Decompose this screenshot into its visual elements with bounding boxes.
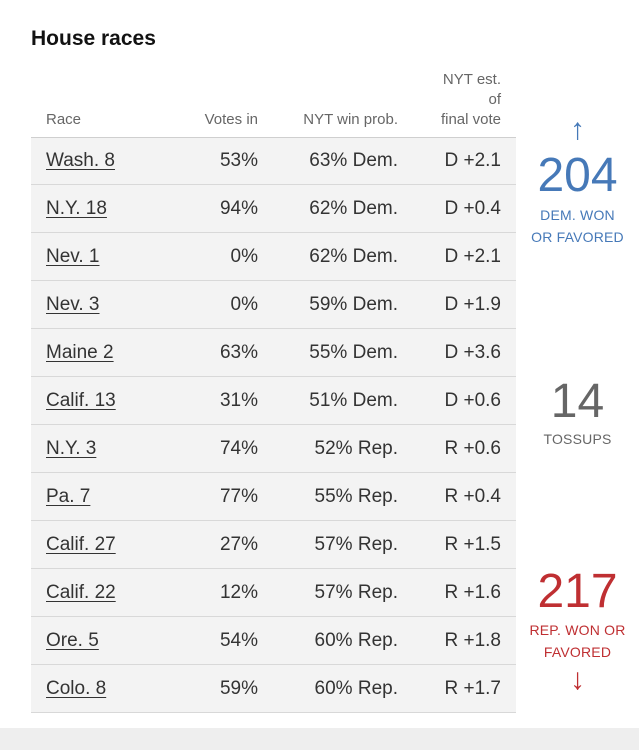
rep-count: 217 [537,565,618,618]
win-prob-cell: 62% Dem. [309,197,398,219]
table-row: Nev. 3 0% 59% Dem. D +1.9 [31,280,516,329]
win-prob-cell: 55% Rep. [314,485,398,507]
est-final-vote-cell: D +1.9 [444,293,501,315]
table-row: Colo. 8 59% 60% Rep. R +1.7 [31,664,516,713]
down-arrow-icon: ↓ [570,663,585,696]
tossups-count: 14 [550,375,605,428]
win-prob-cell: 60% Rep. [314,629,398,651]
race-link[interactable]: Nev. 1 [46,245,100,267]
table-header-row: Race Votes in NYT win prob. NYT est. of … [31,70,516,138]
section-title: House races [31,27,156,50]
race-cell: Calif. 27 [31,521,181,569]
table-row: Calif. 22 12% 57% Rep. R +1.6 [31,568,516,617]
est-final-vote-cell: D +0.6 [444,389,501,411]
votes-in-cell: 74% [219,437,258,459]
race-link[interactable]: Calif. 27 [46,533,116,555]
race-link[interactable]: Calif. 22 [46,581,116,603]
dem-label-line1: DEM. WON [540,207,615,223]
rep-label-line2: FAVORED [543,644,612,660]
race-cell: Calif. 22 [31,569,181,617]
column-header-est-line1: NYT est. of [442,71,501,108]
up-arrow-icon: ↑ [570,113,585,146]
table-row: Calif. 13 31% 51% Dem. D +0.6 [31,376,516,425]
house-races-table: Race Votes in NYT win prob. NYT est. of … [31,70,516,713]
race-link[interactable]: Colo. 8 [46,677,107,699]
table-row: Nev. 1 0% 62% Dem. D +2.1 [31,232,516,281]
votes-in-cell: 94% [219,197,258,219]
votes-in-cell: 53% [219,150,258,171]
votes-in-cell: 63% [219,341,258,363]
race-cell: Pa. 7 [31,473,181,521]
win-prob-cell: 57% Rep. [314,533,398,555]
votes-in-cell: 0% [230,245,258,267]
est-final-vote-cell: R +1.8 [444,629,501,651]
votes-in-cell: 54% [219,629,258,651]
race-cell: N.Y. 18 [31,185,181,233]
column-header-votes-in: Votes in [204,111,258,128]
table-row: Maine 2 63% 55% Dem. D +3.6 [31,328,516,377]
est-final-vote-cell: R +0.6 [444,437,501,459]
table-row: Wash. 8 53% 63% Dem. D +2.1 [31,137,516,185]
race-link[interactable]: Nev. 3 [46,293,100,315]
win-prob-cell: 51% Dem. [309,389,398,411]
race-cell: N.Y. 3 [31,425,181,473]
votes-in-cell: 12% [219,581,258,603]
est-final-vote-cell: R +1.6 [444,581,501,603]
column-header-win-prob: NYT win prob. [303,111,398,128]
race-cell: Wash. 8 [31,138,181,185]
win-prob-cell: 59% Dem. [309,293,398,315]
tossups-summary: 14 TOSSUPS [516,377,639,450]
rep-label-line1: REP. WON OR [529,622,626,638]
table-body: Wash. 8 53% 63% Dem. D +2.1 N.Y. 18 94% 62% De… [31,137,516,713]
rep-summary: 217 REP. WON OR FAVORED ↓ [516,567,639,695]
votes-in-cell: 27% [219,533,258,555]
win-prob-cell: 57% Rep. [314,581,398,603]
est-final-vote-cell: R +1.7 [444,677,501,699]
race-cell: Calif. 13 [31,377,181,425]
est-final-vote-cell: D +0.4 [444,197,501,219]
race-cell: Colo. 8 [31,665,181,713]
footer-strip [0,728,639,750]
dem-label-line2: OR FAVORED [531,229,624,245]
race-link[interactable]: Maine 2 [46,341,114,363]
column-header-est-line2: final vote [440,111,501,128]
votes-in-cell: 77% [219,485,258,507]
table-row: Ore. 5 54% 60% Rep. R +1.8 [31,616,516,665]
race-link[interactable]: Calif. 13 [46,389,116,411]
votes-in-cell: 0% [230,293,258,315]
table-row: Calif. 27 27% 57% Rep. R +1.5 [31,520,516,569]
est-final-vote-cell: D +2.1 [444,150,501,171]
race-link[interactable]: Pa. 7 [46,485,91,507]
race-link[interactable]: N.Y. 3 [46,437,97,459]
column-header-est-final-vote: NYT est. of final vote [413,70,516,138]
win-prob-cell: 62% Dem. [309,245,398,267]
race-cell: Nev. 1 [31,233,181,281]
race-cell: Maine 2 [31,329,181,377]
est-final-vote-cell: D +2.1 [444,245,501,267]
race-link[interactable]: N.Y. 18 [46,197,107,219]
race-link[interactable]: Wash. 8 [46,150,115,171]
dem-count: 204 [537,149,618,202]
win-prob-cell: 55% Dem. [309,341,398,363]
table-row: Pa. 7 77% 55% Rep. R +0.4 [31,472,516,521]
votes-in-cell: 31% [219,389,258,411]
votes-in-cell: 59% [219,677,258,699]
win-prob-cell: 60% Rep. [314,677,398,699]
est-final-vote-cell: R +0.4 [444,485,501,507]
race-cell: Ore. 5 [31,617,181,665]
est-final-vote-cell: D +3.6 [444,341,501,363]
column-header-race: Race [46,111,82,128]
dem-summary: ↑ 204 DEM. WON OR FAVORED [516,115,639,248]
win-prob-cell: 63% Dem. [309,150,398,171]
win-prob-cell: 52% Rep. [314,437,398,459]
est-final-vote-cell: R +1.5 [444,533,501,555]
race-link[interactable]: Ore. 5 [46,629,99,651]
race-cell: Nev. 3 [31,281,181,329]
table-row: N.Y. 18 94% 62% Dem. D +0.4 [31,184,516,233]
tossups-label: TOSSUPS [543,431,612,447]
table-row: N.Y. 3 74% 52% Rep. R +0.6 [31,424,516,473]
